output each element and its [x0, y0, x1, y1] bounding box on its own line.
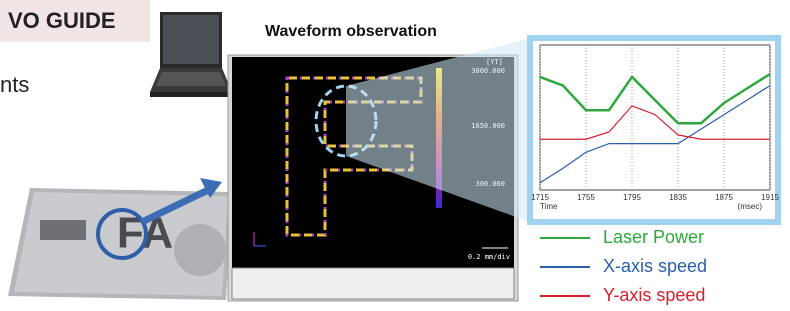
title: VO GUIDE — [8, 8, 116, 33]
laptop — [150, 12, 232, 97]
side-text: nts — [0, 72, 29, 97]
x-tick-label: 1915 — [761, 193, 779, 202]
screenshot: VO GUIDE nts Waveform observation FA [YT… — [0, 0, 790, 311]
scale-label: 0.2 mm/div — [468, 253, 510, 261]
legend-label: Laser Power — [603, 227, 704, 247]
caption: Waveform observation — [265, 23, 437, 40]
plot-area — [540, 45, 770, 190]
x-tick-label: 1875 — [715, 193, 733, 202]
status-bar — [232, 268, 514, 299]
x-unit: (msec) — [738, 202, 763, 211]
legend-label: X-axis speed — [603, 256, 707, 276]
x-tick-label: 1835 — [669, 193, 687, 202]
page: {"header": {"title": "VO GUIDE"}, "side_… — [0, 0, 790, 311]
x-tick-label: 1715 — [531, 193, 549, 202]
x-tick-label: 1755 — [577, 193, 595, 202]
x-tick-label: 1795 — [623, 193, 641, 202]
x-axis-label: Time — [540, 202, 558, 211]
legend-label: Y-axis speed — [603, 285, 705, 305]
